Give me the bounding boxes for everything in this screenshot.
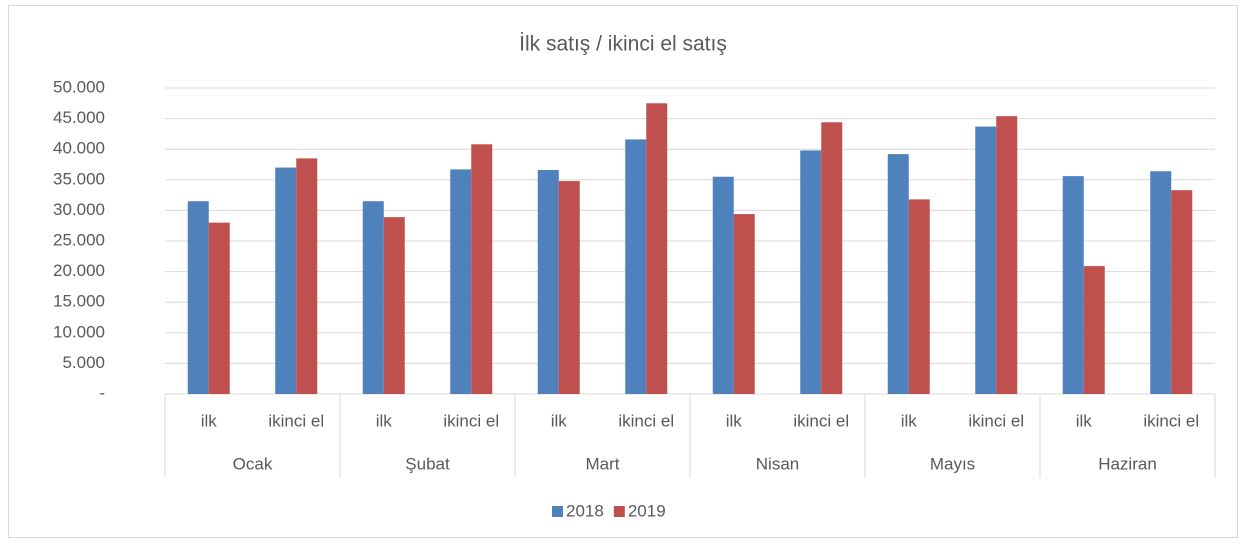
bar xyxy=(1062,176,1084,394)
x-group-label: Mayıs xyxy=(930,454,975,473)
bar xyxy=(537,170,559,394)
bar xyxy=(625,139,647,394)
x-group-label: Ocak xyxy=(233,454,273,473)
y-tick-label: - xyxy=(99,383,105,402)
bar xyxy=(908,199,930,394)
x-tick-label: ikinci el xyxy=(618,411,674,430)
x-group-label: Haziran xyxy=(1098,454,1157,473)
bar xyxy=(187,201,209,394)
y-tick-label: 30.000 xyxy=(53,200,105,219)
bar xyxy=(821,122,843,394)
chart-title: İlk satış / ikinci el satış xyxy=(519,33,727,56)
bar xyxy=(208,222,230,394)
bar xyxy=(296,158,318,394)
y-tick-label: 25.000 xyxy=(53,230,105,249)
bar xyxy=(646,103,668,395)
bar xyxy=(558,181,580,394)
x-group-label: Nisan xyxy=(756,454,799,473)
y-tick-label: 45.000 xyxy=(53,108,105,127)
x-tick-label: ilk xyxy=(726,411,743,430)
legend-label: 2018 xyxy=(566,501,604,520)
legend-label: 2019 xyxy=(628,501,666,520)
x-tick-label: ikinci el xyxy=(1143,411,1199,430)
bar xyxy=(996,116,1018,394)
x-tick-label: ilk xyxy=(901,411,918,430)
bar xyxy=(1171,190,1193,394)
bar xyxy=(471,144,493,394)
x-tick-label: ikinci el xyxy=(793,411,849,430)
x-group-label: Mart xyxy=(586,454,620,473)
legend-swatch xyxy=(613,506,625,517)
bar xyxy=(362,201,384,394)
bar xyxy=(383,217,405,394)
bar xyxy=(975,126,997,394)
y-tick-label: 35.000 xyxy=(53,169,105,188)
bar xyxy=(1083,266,1105,394)
bar xyxy=(733,214,755,394)
bar xyxy=(450,169,472,394)
y-tick-label: 40.000 xyxy=(53,139,105,158)
bar xyxy=(1150,171,1172,394)
x-tick-label: ilk xyxy=(376,411,393,430)
x-tick-label: ikinci el xyxy=(968,411,1024,430)
bar xyxy=(275,167,297,394)
y-tick-label: 5.000 xyxy=(62,353,105,372)
x-tick-label: ilk xyxy=(1076,411,1093,430)
y-tick-label: 50.000 xyxy=(53,77,105,96)
x-tick-label: ikinci el xyxy=(268,411,324,430)
y-tick-label: 15.000 xyxy=(53,292,105,311)
x-tick-label: ikinci el xyxy=(443,411,499,430)
legend-swatch xyxy=(552,506,563,517)
bar xyxy=(800,150,822,394)
x-group-label: Şubat xyxy=(405,454,450,473)
y-tick-label: 20.000 xyxy=(53,261,105,280)
x-tick-label: ilk xyxy=(201,411,218,430)
y-tick-label: 10.000 xyxy=(53,322,105,341)
bar xyxy=(712,176,734,394)
bar xyxy=(887,154,909,394)
x-tick-label: ilk xyxy=(551,411,568,430)
